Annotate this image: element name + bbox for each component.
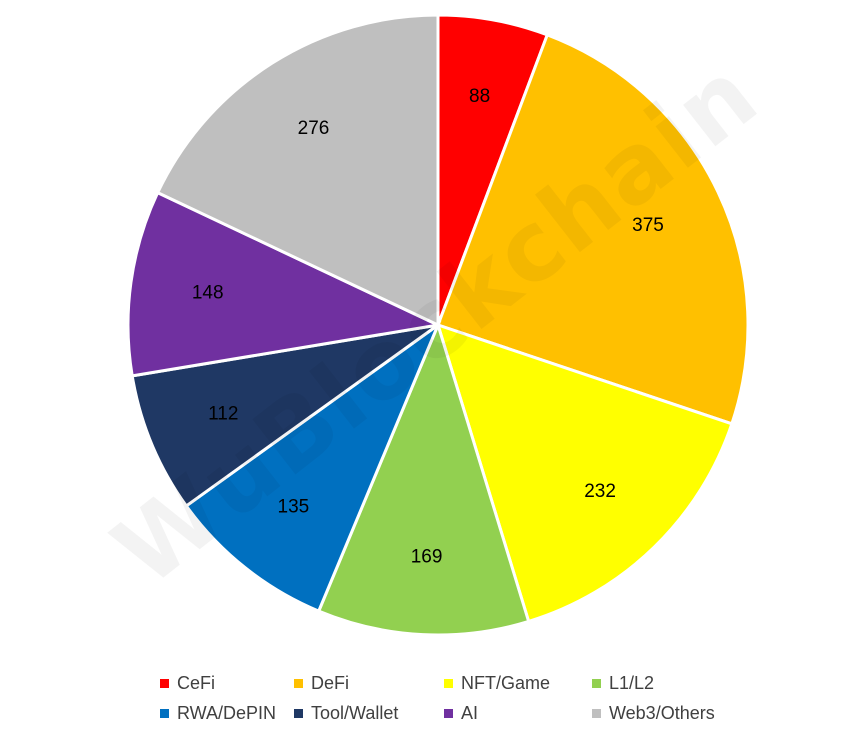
legend-label-ai: AI (461, 702, 479, 723)
legend-label-cefi: CeFi (177, 672, 216, 693)
legend: CeFi DeFi NFT/Game L1/L2 RWA/DePIN Tool/… (160, 668, 760, 728)
data-label-rwa-depin: 135 (278, 497, 310, 518)
legend-label-web3-others: Web3/Others (609, 702, 715, 723)
pie-slice-rwa-depin (184, 320, 442, 614)
legend-label-defi: DeFi (311, 672, 350, 693)
data-label-nft-game: 232 (584, 481, 616, 502)
legend-item-defi: DeFi (294, 668, 444, 698)
legend-item-rwa-depin: RWA/DePIN (160, 698, 294, 728)
legend-item-tool-wallet: Tool/Wallet (294, 698, 444, 728)
legend-swatch-rwa-depin (160, 708, 169, 718)
legend-swatch-cefi (160, 678, 169, 688)
data-label-tool-wallet: 112 (208, 404, 238, 425)
legend-swatch-l1-l2 (592, 678, 601, 688)
legend-row-1: CeFi DeFi NFT/Game L1/L2 (160, 668, 760, 698)
pie-slice-defi (436, 32, 750, 426)
legend-item-nft-game: NFT/Game (444, 668, 592, 698)
pie-slices (126, 13, 750, 637)
pie-slice-web3-others (155, 13, 440, 328)
data-label-ai: 148 (192, 283, 224, 304)
data-labels: 88 375 232 169 135 112 148 276 (192, 86, 664, 568)
legend-label-nft-game: NFT/Game (461, 672, 551, 693)
legend-swatch-web3-others (592, 708, 601, 718)
legend-item-cefi: CeFi (160, 668, 294, 698)
legend-item-l1-l2: L1/L2 (592, 668, 742, 698)
pie-slice-l1-l2 (316, 320, 531, 637)
legend-item-web3-others: Web3/Others (592, 698, 742, 728)
data-label-l1-l2: 169 (411, 547, 443, 568)
data-label-web3-others: 276 (298, 118, 330, 139)
legend-swatch-nft-game (444, 678, 453, 688)
data-label-cefi: 88 (469, 86, 490, 107)
data-label-defi: 375 (632, 215, 664, 236)
legend-row-2: RWA/DePIN Tool/Wallet AI Web3/Others (160, 698, 760, 728)
legend-label-tool-wallet: Tool/Wallet (311, 702, 399, 723)
legend-swatch-ai (444, 708, 453, 718)
pie-slice-tool-wallet (130, 323, 439, 509)
pie-slice-nft-game (435, 322, 734, 624)
legend-swatch-defi (294, 678, 303, 688)
legend-item-ai: AI (444, 698, 592, 728)
legend-swatch-tool-wallet (294, 708, 303, 718)
pie-slice-ai (126, 190, 443, 378)
legend-label-l1-l2: L1/L2 (609, 672, 655, 693)
legend-label-rwa-depin: RWA/DePIN (177, 702, 277, 723)
